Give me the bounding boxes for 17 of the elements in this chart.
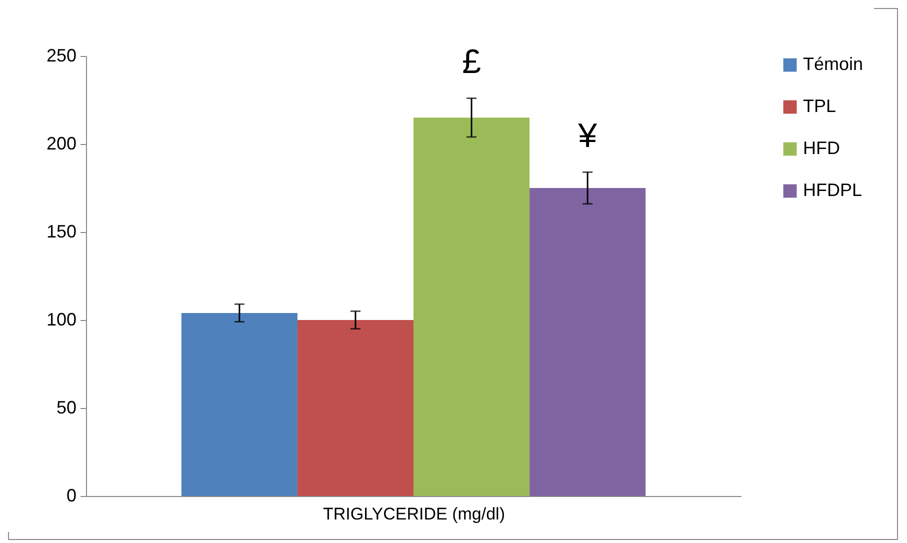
annotation: ¥: [577, 117, 598, 156]
y-tick-label: 200: [46, 134, 76, 154]
bar: [297, 320, 414, 496]
y-tick-label: 100: [46, 310, 76, 330]
legend-label: HFD: [803, 138, 840, 158]
legend-label: HFDPL: [803, 180, 862, 200]
bar: [530, 188, 646, 496]
annotation: £: [462, 43, 482, 82]
bar: [181, 312, 298, 496]
x-axis-title: TRIGLYCERIDE (mg/dl): [323, 504, 505, 524]
legend-label: Témoin: [803, 54, 864, 74]
y-tick-label: 250: [46, 46, 76, 66]
y-tick-label: 50: [56, 398, 76, 418]
legend-label: TPL: [803, 96, 836, 116]
bar: [414, 118, 530, 496]
y-tick-label: 150: [46, 222, 76, 242]
y-tick-label: 0: [66, 486, 76, 506]
